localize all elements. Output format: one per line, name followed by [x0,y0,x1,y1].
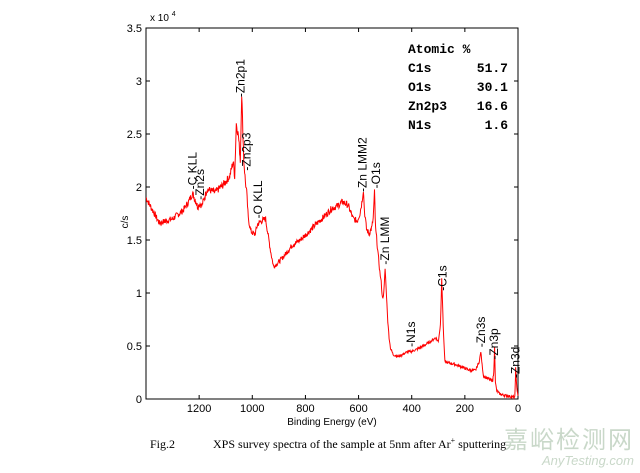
caption-superscript: + [450,436,456,445]
atomic-table-header: Atomic % [408,42,471,57]
atomic-table-row-label: N1s [408,118,432,133]
peak-label: -Zn2p3 [239,132,253,170]
y-tick-label: 3 [136,76,142,88]
peak-label: -Zn3p [487,328,501,360]
atomic-table-row-value: 16.6 [477,99,508,114]
x-axis-label: Binding Energy (eV) [287,417,377,428]
x-tick-label: 0 [515,403,521,415]
y-multiplier: x 10 4 [150,11,176,24]
x-tick-label: 1200 [187,403,211,415]
y-tick-label: 0.5 [127,341,142,353]
x-tick-label: 600 [349,403,367,415]
atomic-table-row-label: Zn2p3 [408,99,447,114]
peak-label: -Zn2s [193,169,207,200]
watermark: 嘉峪检测网 AnyTesting.com [504,420,634,468]
peak-label: -Zn LMM [378,217,392,265]
x-tick-label: 400 [403,403,421,415]
peak-label: -C KLL [186,152,200,190]
y-tick-label: 2.5 [127,129,142,141]
figure-number: Fig.2 [150,437,176,451]
y-axis-label: c/s [120,216,131,229]
y-tick-label: 1 [136,288,142,300]
peak-label: -O1s [369,162,383,188]
peak-label: -Zn3s [474,317,488,348]
caption-text: XPS survey spectra of the sample at 5nm … [213,437,451,451]
x-tick-label: 200 [456,403,474,415]
atomic-table-row-value: 51.7 [477,61,508,76]
plot-frame [145,27,519,400]
figure-caption: Fig.2 XPS survey spectra of the sample at… [150,436,506,452]
y-multiplier-base: x 10 [150,13,169,24]
x-tick-label: 1000 [240,403,264,415]
atomic-table-row-label: C1s [408,61,432,76]
watermark-en: AnyTesting.com [541,453,634,468]
atomic-table-row-value: 1.6 [485,118,509,133]
peak-label: -Zn3d [508,347,522,378]
peak-label: -N1s [404,322,418,347]
spectrum-line [145,96,519,400]
y-tick-label: 3.5 [127,23,142,35]
atomic-table-row-label: O1s [408,80,432,95]
peak-label: -C1s [435,265,449,290]
watermark-cn: 嘉峪检测网 [504,426,634,454]
caption-tail: sputtering [455,437,507,451]
atomic-table: Atomic % C1s 51.7 O1s 30.1 Zn2p3 16.6 N1… [408,42,508,133]
y-tick-label: 2 [136,182,142,194]
y-tick-label: 1.5 [127,235,142,247]
peak-label: -Zn LMM2 [356,137,370,192]
atomic-table-row-value: 30.1 [477,80,508,95]
x-tick-label: 800 [296,403,314,415]
y-tick-label: 0 [136,394,142,406]
peak-label: -Zn2p1 [233,59,247,97]
y-multiplier-exp: 4 [172,11,176,18]
peak-label: -O KLL [251,180,265,218]
